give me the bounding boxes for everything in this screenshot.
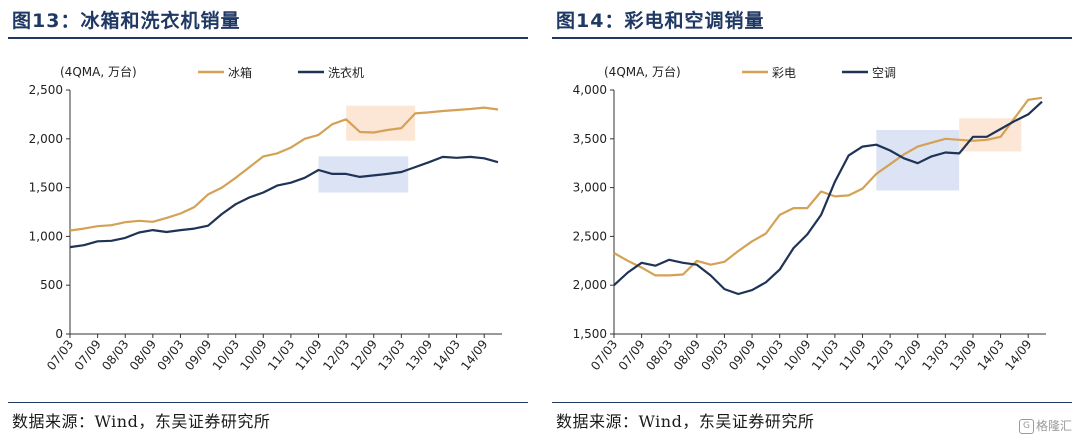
title-rule [552,37,1072,39]
title-rule [8,37,528,39]
chart-title: 图13：冰箱和洗衣机销量 [12,10,241,32]
x-tick-label: 14/03 [975,337,1007,373]
legend-label: 彩电 [772,66,796,80]
x-tick-label: 11/03 [809,337,841,373]
y-tick-label: 1,000 [29,229,63,243]
y-tick-label: 1,500 [573,327,607,341]
unit-label: (4QMA, 万台) [604,64,681,79]
x-tick-label: 08/09 [127,337,159,373]
series-line [69,155,499,249]
x-tick-label: 13/09 [947,337,979,373]
y-tick-label: 3,000 [573,181,607,195]
legend-label: 冰箱 [228,65,252,80]
x-tick-label: 12/03 [320,337,352,373]
chart-title: 图14：彩电和空调销量 [556,10,765,32]
x-tick-label: 10/03 [754,337,786,373]
watermark-logo-icon: G [1018,419,1034,434]
x-tick-label: 07/03 [588,337,620,373]
x-tick-label: 09/03 [698,337,730,373]
series-line [69,106,499,232]
x-tick-label: 08/03 [643,337,675,373]
x-tick-label: 13/03 [919,337,951,373]
y-tick-label: 500 [40,278,63,292]
series-line [613,100,1043,296]
x-tick-label: 07/03 [44,337,76,373]
watermark-text: 格隆汇 [1035,419,1072,433]
y-tick-label: 4,000 [573,83,607,97]
y-tick-label: 2,000 [29,132,63,146]
x-tick-label: 10/09 [781,337,813,373]
y-tick-label: 1,500 [29,181,63,195]
y-tick-label: 0 [55,327,63,341]
x-tick-label: 13/03 [375,337,407,373]
chart-panel-right: 图14：彩电和空调销量 1,500 2,000 2,500 3,000 3,500 4,0… [552,0,1072,440]
x-tick-label: 13/09 [403,337,435,373]
y-tick-label: 3,500 [573,132,607,146]
x-tick-label: 11/09 [837,337,869,373]
x-tick-label: 11/03 [265,337,297,373]
x-tick-label: 14/09 [458,337,490,373]
x-tick-label: 08/03 [99,337,131,373]
legend-label: 洗衣机 [328,65,364,80]
x-tick-label: 14/03 [431,337,463,373]
y-tick-label: 2,500 [573,229,607,243]
y-tick-label: 2,000 [573,278,607,292]
x-tick-label: 09/03 [154,337,186,373]
highlight-box [876,130,960,191]
source-rule [552,402,1072,403]
x-tick-label: 09/09 [182,337,214,373]
x-tick-label: 12/09 [348,337,380,373]
x-tick-label: 08/09 [671,337,703,373]
x-tick-label: 07/09 [72,337,104,373]
x-tick-label: 14/09 [1002,337,1034,373]
line-chart-tv-ac: 1,500 2,000 2,500 3,000 3,500 4,000 07/0307/09… [573,64,1046,373]
x-tick-label: 10/03 [210,337,242,373]
x-tick-label: 09/09 [726,337,758,373]
x-tick-label: 07/09 [616,337,648,373]
x-tick-label: 11/09 [293,337,325,373]
y-tick-label: 2,500 [29,83,63,97]
legend-label: 空调 [872,66,896,80]
unit-label: (4QMA, 万台) [60,64,137,79]
source-note: 数据来源：Wind，东吴证券研究所 [12,412,271,431]
chart-panel-left: 图13：冰箱和洗衣机销量 0 500 1,000 1,500 2,000 2,500 07/… [8,0,528,440]
x-tick-label: 10/09 [237,337,269,373]
x-tick-label: 12/03 [864,337,896,373]
source-rule [8,402,528,403]
highlight-box [346,105,416,141]
x-tick-label: 12/09 [892,337,924,373]
watermark: G 格隆汇 [1018,417,1072,434]
line-chart-fridge-washer: 05001,0001,5002,0002,50007/0307/0908/030… [29,64,502,373]
source-note: 数据来源：Wind，东吴证券研究所 [556,412,815,431]
